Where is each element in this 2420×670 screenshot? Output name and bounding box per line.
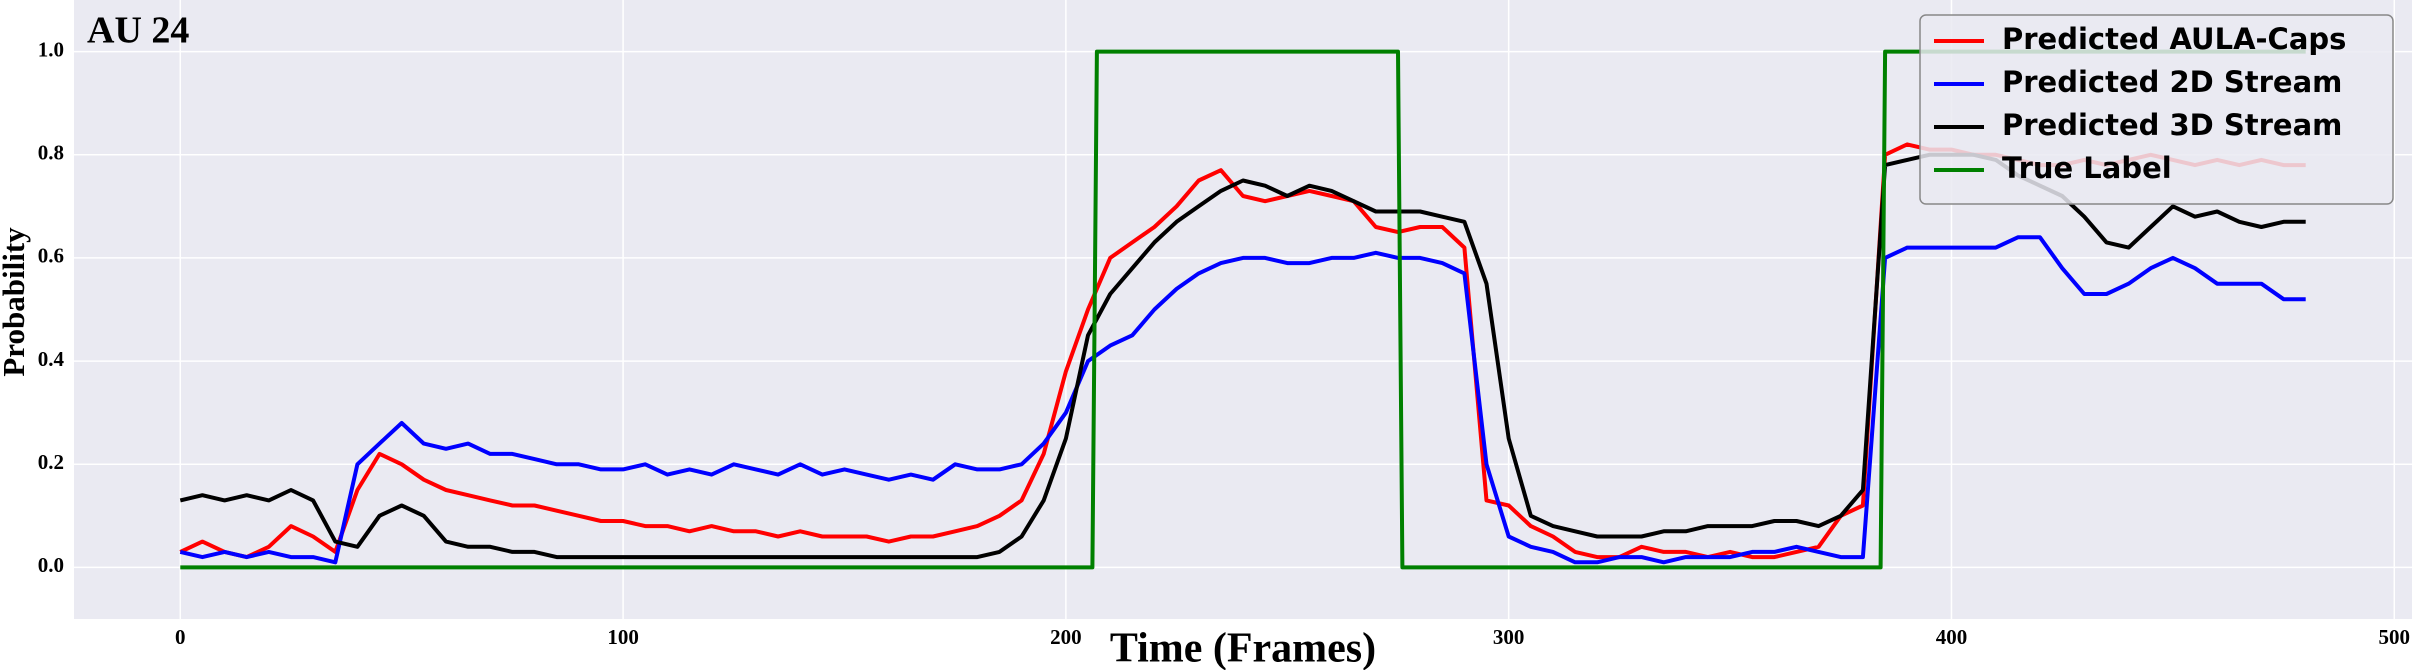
x-tick-label: 200 bbox=[1050, 625, 1082, 649]
legend-label: Predicted 3D Stream bbox=[2002, 108, 2342, 142]
legend-label: Predicted 2D Stream bbox=[2002, 65, 2342, 99]
y-tick-label: 1.0 bbox=[38, 37, 64, 61]
series-line bbox=[180, 49, 2306, 570]
y-axis-label: Probability bbox=[0, 227, 31, 377]
y-tick-label: 0.4 bbox=[38, 347, 65, 371]
y-tick-label: 0.6 bbox=[38, 244, 64, 268]
legend-label: Predicted AULA-Caps bbox=[2002, 22, 2346, 56]
y-tick-label: 0.8 bbox=[38, 141, 64, 165]
legend-box bbox=[1919, 14, 2394, 205]
y-tick-label: 0.2 bbox=[38, 450, 64, 474]
x-tick-label: 0 bbox=[175, 625, 186, 649]
x-tick-label: 500 bbox=[2379, 625, 2411, 649]
x-tick-label: 100 bbox=[607, 625, 639, 649]
x-tick-label: 300 bbox=[1493, 625, 1525, 649]
series-line bbox=[179, 235, 2306, 565]
y-tick-label: 0.0 bbox=[38, 553, 64, 577]
x-axis-label: Time (Frames) bbox=[1110, 626, 1376, 670]
legend-label: True Label bbox=[2002, 151, 2172, 185]
x-tick-label: 400 bbox=[1936, 625, 1968, 649]
chart-title: AU 24 bbox=[87, 10, 189, 52]
